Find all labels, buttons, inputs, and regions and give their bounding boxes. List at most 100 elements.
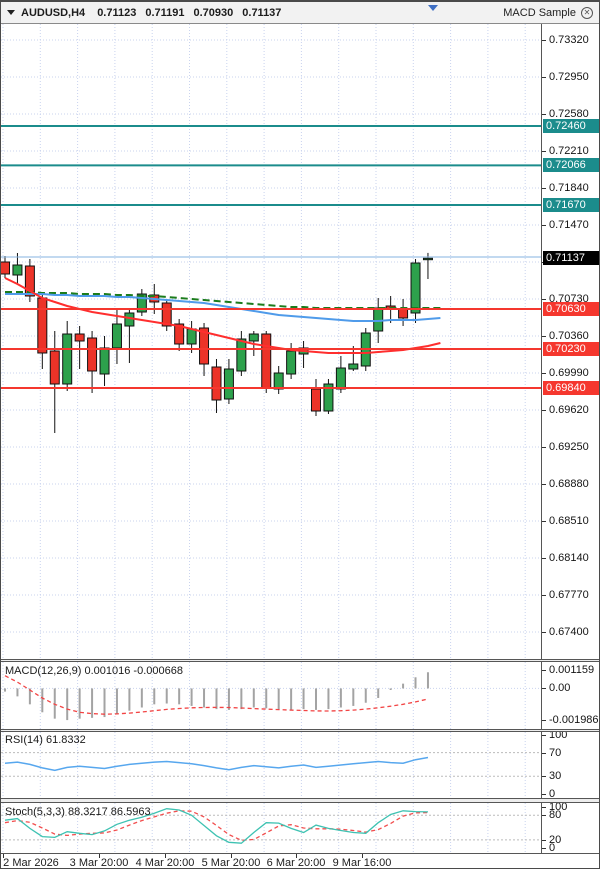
axis-tick bbox=[542, 848, 546, 850]
pane-splitter-3[interactable] bbox=[1, 798, 599, 803]
axis-label: 0.69990 bbox=[549, 367, 589, 379]
close-value: 0.71137 bbox=[242, 6, 282, 19]
axis-label: 0.68880 bbox=[549, 478, 589, 490]
stochastic-pane[interactable] bbox=[1, 803, 541, 853]
price-badge: 0.69840 bbox=[543, 381, 599, 395]
axis-label: 70 bbox=[549, 746, 562, 759]
macd-pane[interactable] bbox=[1, 662, 541, 729]
axis-label: 0 bbox=[549, 842, 556, 855]
axis-label: 0.72210 bbox=[549, 145, 589, 157]
axis-label: 0.67400 bbox=[549, 626, 589, 638]
axis-tick bbox=[542, 151, 546, 152]
axis-label: 0.71840 bbox=[549, 182, 589, 194]
axis-label: 0.68510 bbox=[549, 515, 589, 527]
axis-tick bbox=[542, 77, 546, 78]
low-value: 0.70930 bbox=[193, 6, 234, 19]
time-label: 5 Mar 20:00 bbox=[201, 857, 261, 869]
axis-tick bbox=[542, 188, 546, 189]
main-price-chart[interactable] bbox=[1, 24, 541, 659]
axis-tick bbox=[542, 595, 546, 596]
price-badge: 0.72066 bbox=[543, 158, 599, 173]
rsi-pane[interactable] bbox=[1, 732, 541, 798]
candles bbox=[1, 252, 433, 433]
axis-tick bbox=[542, 447, 546, 448]
price-badge: 0.70230 bbox=[543, 342, 599, 356]
grid-lines bbox=[1, 662, 541, 729]
axis-tick bbox=[542, 410, 546, 411]
axis-label: 80 bbox=[549, 809, 562, 822]
time-tick bbox=[3, 854, 5, 858]
axis-label: 0.00 bbox=[549, 682, 571, 695]
price-axis[interactable]: 0.73320 0.72950 0.72580 0.72210 0.71840 0.714… bbox=[541, 24, 599, 855]
axis-label: 0.67770 bbox=[549, 589, 589, 601]
time-tick bbox=[99, 854, 100, 858]
time-tick bbox=[296, 854, 297, 858]
time-tick bbox=[230, 854, 232, 858]
symbol-dropdown-icon[interactable] bbox=[7, 10, 15, 15]
pane-splitter-1[interactable] bbox=[1, 659, 599, 662]
axis-label: 0.69620 bbox=[549, 404, 589, 416]
support-resistance-lines bbox=[1, 125, 541, 389]
axis-tick bbox=[542, 40, 546, 41]
time-tick bbox=[361, 854, 363, 858]
rsi-line bbox=[4, 756, 429, 772]
axis-tick bbox=[542, 734, 546, 736]
axis-label: 100 bbox=[549, 801, 568, 814]
chart-shift-marker-icon[interactable] bbox=[428, 5, 438, 11]
stochastic-k-line bbox=[4, 808, 429, 844]
axis-tick bbox=[542, 776, 546, 778]
grid-lines bbox=[2, 732, 526, 798]
stochastic-indicator-label: Stoch(5,3,3) 88.3217 86.5963 bbox=[5, 806, 151, 818]
time-label: 6 Mar 20:00 bbox=[266, 857, 326, 869]
expert-name-label: MACD Sample bbox=[503, 6, 576, 19]
stochastic-levels bbox=[1, 814, 541, 841]
axis-tick bbox=[542, 558, 546, 559]
axis-label: -0.001986 bbox=[549, 714, 599, 727]
axis-tick bbox=[542, 114, 546, 115]
macd-histogram bbox=[4, 672, 429, 721]
axis-tick bbox=[542, 336, 546, 337]
axis-tick bbox=[542, 807, 546, 809]
rsi-indicator-label: RSI(14) 61.8332 bbox=[5, 734, 86, 746]
open-value: 0.71123 bbox=[97, 6, 137, 19]
time-label: 4 Mar 20:00 bbox=[135, 857, 195, 869]
axis-tick bbox=[542, 752, 546, 754]
axis-tick bbox=[542, 839, 546, 841]
price-badge: 0.71670 bbox=[543, 198, 599, 212]
time-label: 3 Mar 20:00 bbox=[69, 857, 129, 869]
axis-label: 0.70360 bbox=[549, 330, 589, 342]
axis-tick bbox=[542, 688, 546, 690]
axis-tick bbox=[542, 299, 546, 300]
pane-splitter-2[interactable] bbox=[1, 729, 599, 732]
axis-label: 0.71470 bbox=[549, 219, 589, 231]
axis-label: 0.001159 bbox=[549, 663, 595, 676]
time-label: 2 Mar 2026 bbox=[3, 857, 59, 869]
axis-tick bbox=[542, 225, 546, 226]
ma-blue-line bbox=[5, 293, 441, 322]
axis-label: 0.73320 bbox=[549, 34, 589, 46]
stochastic-d-line bbox=[4, 810, 429, 841]
axis-label: 0.72580 bbox=[549, 108, 589, 120]
rsi-levels bbox=[1, 752, 541, 777]
price-badge: 0.72460 bbox=[543, 119, 599, 133]
axis-tick bbox=[542, 720, 546, 722]
time-tick bbox=[164, 854, 166, 858]
axis-tick bbox=[542, 632, 546, 633]
macd-signal-line bbox=[4, 675, 429, 715]
high-value: 0.71191 bbox=[145, 6, 185, 19]
axis-label: 30 bbox=[549, 770, 562, 783]
axis-tick bbox=[542, 521, 546, 522]
axis-label: 20 bbox=[549, 833, 562, 846]
price-badge: 0.70630 bbox=[543, 302, 599, 316]
axis-label: 0.68140 bbox=[549, 552, 589, 564]
price-badge: 0.71137 bbox=[543, 251, 599, 266]
axis-label: 0.69250 bbox=[549, 441, 589, 453]
expert-status-icon[interactable]: ✕ bbox=[581, 6, 593, 19]
axis-tick bbox=[542, 793, 546, 795]
ohlc-readout: 0.71123 0.71191 0.70930 0.71137 bbox=[97, 7, 290, 19]
time-axis[interactable]: 2 Mar 2026 3 Mar 20:00 4 Mar 20:00 5 Mar 20… bbox=[1, 853, 599, 869]
axis-tick bbox=[542, 484, 546, 485]
axis-tick bbox=[542, 373, 546, 374]
axis-label: 0 bbox=[549, 787, 556, 800]
